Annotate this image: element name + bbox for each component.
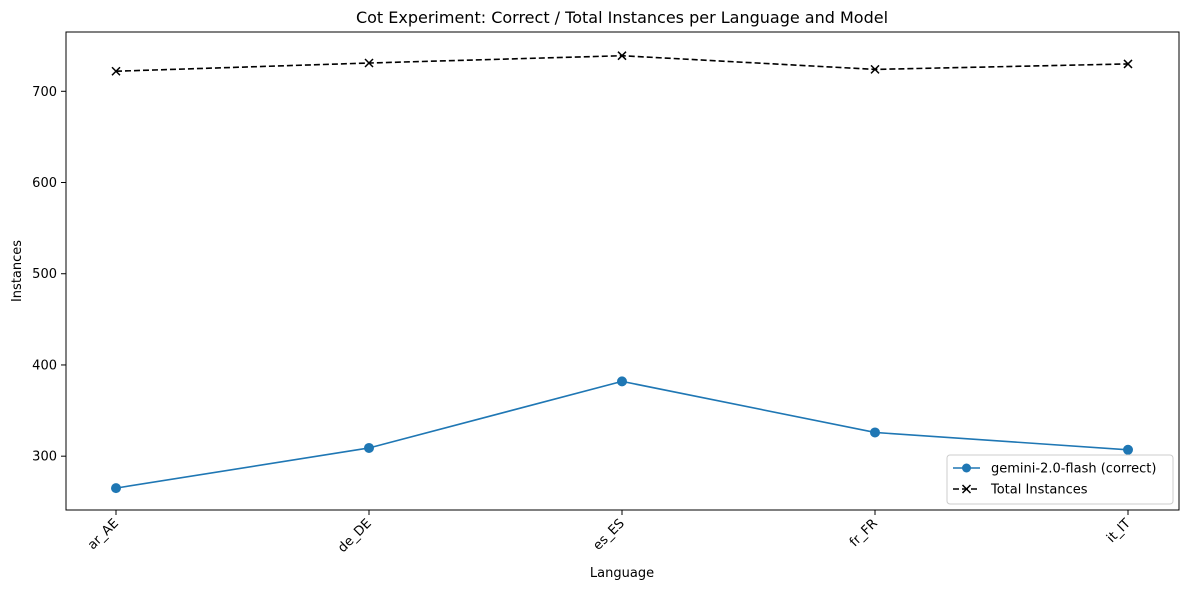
series-line-1	[115, 54, 1129, 73]
series-layer	[111, 51, 1133, 494]
data-point-x	[1123, 59, 1133, 69]
y-tick-label: 700	[32, 85, 57, 100]
data-point-x	[111, 66, 121, 76]
y-axis: 300 400 500 600 700	[32, 85, 66, 465]
x-tick-label: es_ES	[591, 516, 628, 553]
legend-label: gemini-2.0-flash (correct)	[991, 462, 1156, 477]
data-point-x	[617, 51, 627, 61]
data-point-x	[364, 58, 374, 68]
data-point	[364, 442, 374, 453]
legend-label: Total Instances	[990, 483, 1088, 498]
y-axis-label: Instances	[10, 240, 25, 302]
y-tick-label: 500	[32, 267, 57, 282]
y-tick-label: 600	[32, 176, 57, 191]
x-tick-label: fr_FR	[847, 516, 881, 550]
data-point	[1123, 444, 1133, 455]
data-point	[111, 483, 121, 494]
legend-marker	[962, 463, 971, 473]
x-axis-label: Language	[590, 566, 654, 581]
chart-title: Cot Experiment: Correct / Total Instance…	[356, 8, 888, 27]
legend-box	[946, 454, 1174, 505]
data-point	[617, 376, 627, 387]
legend-marker	[961, 484, 972, 494]
x-tick-label: de_DE	[335, 516, 375, 556]
y-tick-label: 400	[32, 358, 57, 373]
x-tick-label: it_IT	[1104, 516, 1134, 546]
y-tick-label: 300	[32, 450, 57, 465]
legend: gemini-2.0-flash (correct) Total Instance…	[946, 454, 1174, 505]
plot-area	[65, 31, 1180, 511]
data-point-x	[870, 64, 880, 74]
x-axis: ar_AE de_DE es_ES fr_FR it_IT	[85, 510, 1134, 556]
x-tick-label: ar_AE	[85, 516, 122, 553]
data-point	[870, 427, 880, 438]
